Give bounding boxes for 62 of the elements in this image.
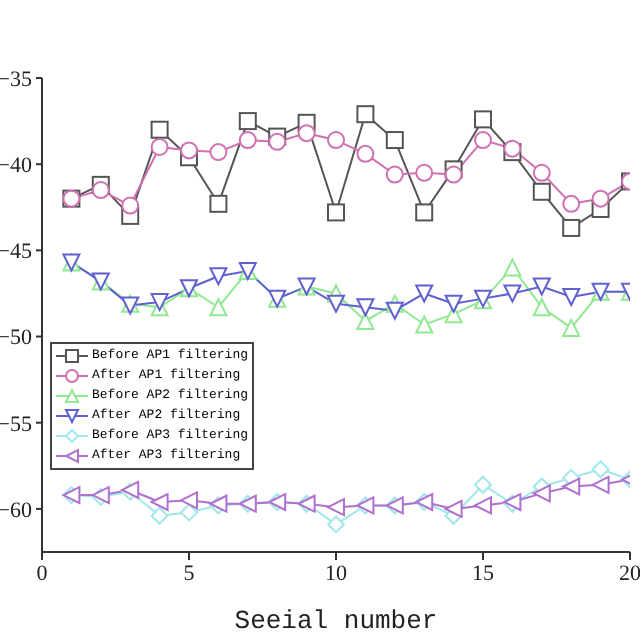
x-tick-label: 0 xyxy=(36,561,49,586)
point xyxy=(180,491,198,510)
x-tick-label: 15 xyxy=(472,561,495,586)
x-axis-title: Seeial number xyxy=(234,606,438,636)
point xyxy=(444,165,463,184)
point xyxy=(444,499,463,518)
point xyxy=(532,484,551,503)
point xyxy=(238,112,257,131)
point xyxy=(356,105,375,124)
point xyxy=(150,120,169,139)
point xyxy=(591,189,610,208)
point xyxy=(297,124,316,143)
point xyxy=(180,503,198,522)
point xyxy=(385,131,404,150)
point xyxy=(415,203,434,222)
point xyxy=(356,298,375,317)
point xyxy=(209,298,228,317)
point xyxy=(356,144,375,163)
point xyxy=(503,258,522,277)
point xyxy=(356,312,375,331)
point xyxy=(562,194,581,213)
point xyxy=(474,110,492,129)
point xyxy=(591,460,610,479)
point xyxy=(474,496,492,515)
point xyxy=(415,315,434,334)
point xyxy=(385,165,404,184)
x-tick-label: 5 xyxy=(183,561,196,586)
point xyxy=(268,132,287,151)
point xyxy=(385,301,404,320)
point xyxy=(150,293,169,312)
x-tick-label: 20 xyxy=(619,561,640,586)
point xyxy=(327,203,345,222)
point xyxy=(209,143,228,162)
point xyxy=(327,498,345,517)
point xyxy=(532,182,551,201)
point xyxy=(591,475,610,494)
point xyxy=(415,284,434,303)
point xyxy=(150,493,169,512)
point xyxy=(415,163,434,182)
point xyxy=(562,287,581,306)
point xyxy=(327,131,345,150)
point xyxy=(503,284,522,303)
point xyxy=(327,294,345,313)
point xyxy=(562,318,581,337)
x-tick-label: 10 xyxy=(325,561,348,586)
point xyxy=(532,163,551,182)
point xyxy=(474,475,492,494)
point xyxy=(121,196,140,215)
point xyxy=(532,277,551,296)
point xyxy=(238,131,257,150)
point xyxy=(474,131,492,150)
point xyxy=(91,181,110,200)
point xyxy=(327,515,345,534)
point xyxy=(209,194,228,213)
point xyxy=(444,294,463,313)
point xyxy=(209,267,228,286)
point xyxy=(532,298,551,317)
point xyxy=(562,218,581,237)
point xyxy=(562,477,581,496)
point xyxy=(180,141,198,160)
point xyxy=(150,137,169,156)
point xyxy=(150,506,169,525)
